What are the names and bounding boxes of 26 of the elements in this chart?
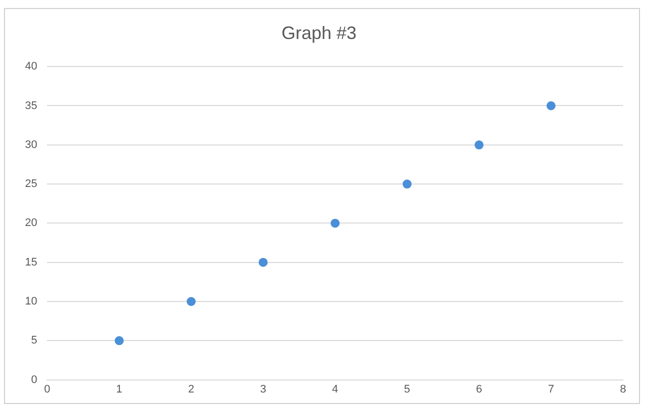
x-tick-label: 2 (188, 383, 194, 396)
point (186, 297, 196, 306)
y-tick-label: 0 (31, 374, 38, 386)
x-tick-label: 0 (44, 383, 50, 396)
y-tick-label: 10 (24, 296, 38, 308)
y-tick-label: 30 (24, 138, 38, 151)
point (474, 140, 484, 150)
point (546, 101, 556, 110)
point (114, 336, 124, 346)
y-tick-label: 35 (24, 100, 38, 112)
x-tick-label: 6 (476, 383, 482, 396)
y-tick-label: 15 (24, 256, 38, 268)
y-tick-label: 25 (24, 178, 38, 190)
y-tick-label: 20 (24, 217, 38, 230)
point (330, 218, 340, 228)
point (402, 180, 412, 189)
x-tick-label: 3 (260, 383, 266, 396)
x-tick-label: 1 (116, 383, 122, 396)
x-tick-label: 8 (620, 383, 626, 396)
x-tick-label: 7 (548, 383, 554, 396)
chart-title: Graph #3 (281, 22, 357, 43)
y-tick-label: 5 (31, 334, 38, 347)
x-tick-label: 5 (404, 383, 410, 396)
y-tick-label: 40 (24, 60, 38, 73)
point (258, 258, 268, 267)
x-tick-label: 4 (332, 383, 338, 396)
